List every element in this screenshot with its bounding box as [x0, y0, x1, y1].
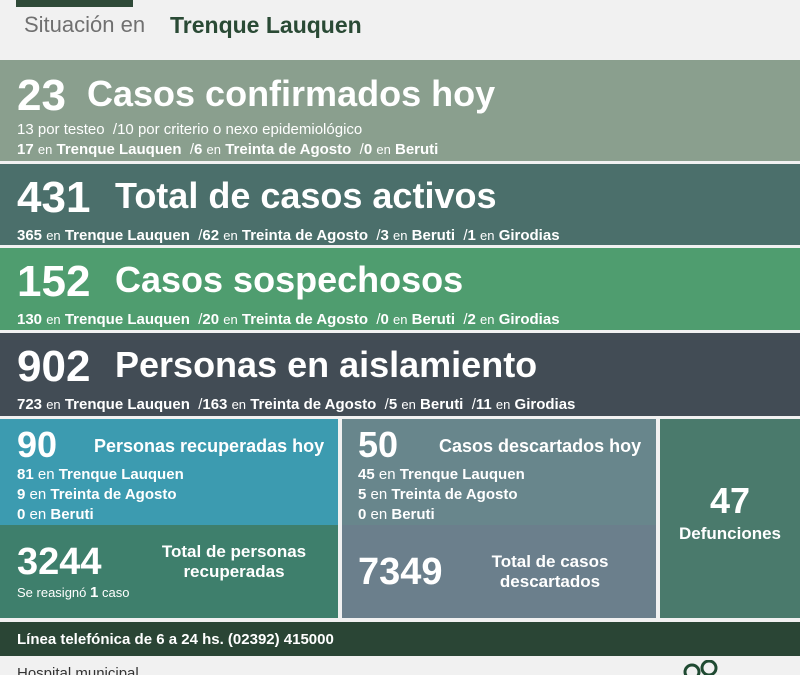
discarded-today-number: 50 [358, 424, 399, 465]
active-cases-band: 431 Total de casos activos 365 en Trenqu… [0, 164, 800, 245]
header-label: Situación en [24, 12, 146, 37]
suspected-cases-number: 152 [17, 257, 91, 306]
recovered-today-row: 0 en Beruti [17, 506, 94, 523]
recovered-today-title: Personas recuperadas hoy [94, 436, 325, 456]
recovered-today-row: 81 en Trenque Lauquen [17, 466, 184, 483]
header-town: Trenque Lauquen [170, 12, 362, 38]
discarded-total-number: 7349 [358, 551, 443, 593]
top-accent-bar [16, 0, 133, 7]
recovered-total-title: Total de personas recuperadas [161, 542, 307, 581]
hospital-label: Hospital municipal [17, 665, 139, 675]
confirmed-today-title: Casos confirmados hoy [87, 73, 496, 114]
recovered-total-number: 3244 [17, 541, 102, 583]
active-cases-breakdown: 365 en Trenque Lauquen /62 en Treinta de… [17, 227, 560, 244]
recovered-total-panel: 3244 Total de personas recuperadas Se re… [0, 525, 338, 618]
active-cases-number: 431 [17, 173, 91, 222]
isolation-band: 902 Personas en aislamiento 723 en Trenq… [0, 333, 800, 416]
recovered-today-row: 9 en Treinta de Agosto [17, 486, 177, 503]
discarded-total-panel: 7349 Total de casos descartados [342, 525, 656, 618]
confirmed-today-number: 23 [17, 71, 66, 120]
isolation-breakdown: 723 en Trenque Lauquen /163 en Treinta d… [17, 396, 576, 413]
isolation-title: Personas en aislamiento [115, 344, 538, 385]
isolation-number: 902 [17, 342, 91, 391]
confirmed-today-band: 23 Casos confirmados hoy 13 por testeo /… [0, 60, 800, 161]
discarded-today-row: 45 en Trenque Lauquen [358, 466, 525, 483]
confirmed-breakdown-place: 17 en Trenque Lauquen /6 en Treinta de A… [17, 141, 439, 158]
reassigned-note: Se reasignó 1 caso [17, 584, 130, 601]
suspected-cases-title: Casos sospechosos [115, 259, 464, 300]
discarded-today-panel: 50 Casos descartados hoy 45 en Trenque L… [342, 419, 656, 525]
phone-line-bar: Línea telefónica de 6 a 24 hs. (02392) 4… [0, 622, 800, 656]
municipal-logo [683, 659, 727, 675]
confirmed-breakdown-method: 13 por testeo /10 por criterio o nexo ep… [17, 121, 363, 138]
header: Situación en Trenque Lauquen [0, 0, 800, 57]
discarded-today-title: Casos descartados hoy [439, 436, 642, 456]
deaths-label: Defunciones [678, 524, 782, 543]
discarded-total-title: Total de casos descartados [491, 552, 609, 591]
deaths-number: 47 [709, 480, 751, 521]
suspected-cases-band: 152 Casos sospechosos 130 en Trenque Lau… [0, 248, 800, 330]
suspected-cases-breakdown: 130 en Trenque Lauquen /20 en Treinta de… [17, 311, 560, 328]
footer: Hospital municipal [0, 656, 800, 675]
active-cases-title: Total de casos activos [115, 175, 497, 216]
discarded-today-row: 0 en Beruti [358, 506, 435, 523]
recovered-today-panel: 90 Personas recuperadas hoy 81 en Trenqu… [0, 419, 338, 525]
recovered-today-number: 90 [17, 424, 58, 465]
deaths-panel: 47 Defunciones [660, 419, 800, 618]
discarded-today-row: 5 en Treinta de Agosto [358, 486, 518, 503]
phone-line-text: Línea telefónica de 6 a 24 hs. (02392) 4… [17, 631, 334, 648]
